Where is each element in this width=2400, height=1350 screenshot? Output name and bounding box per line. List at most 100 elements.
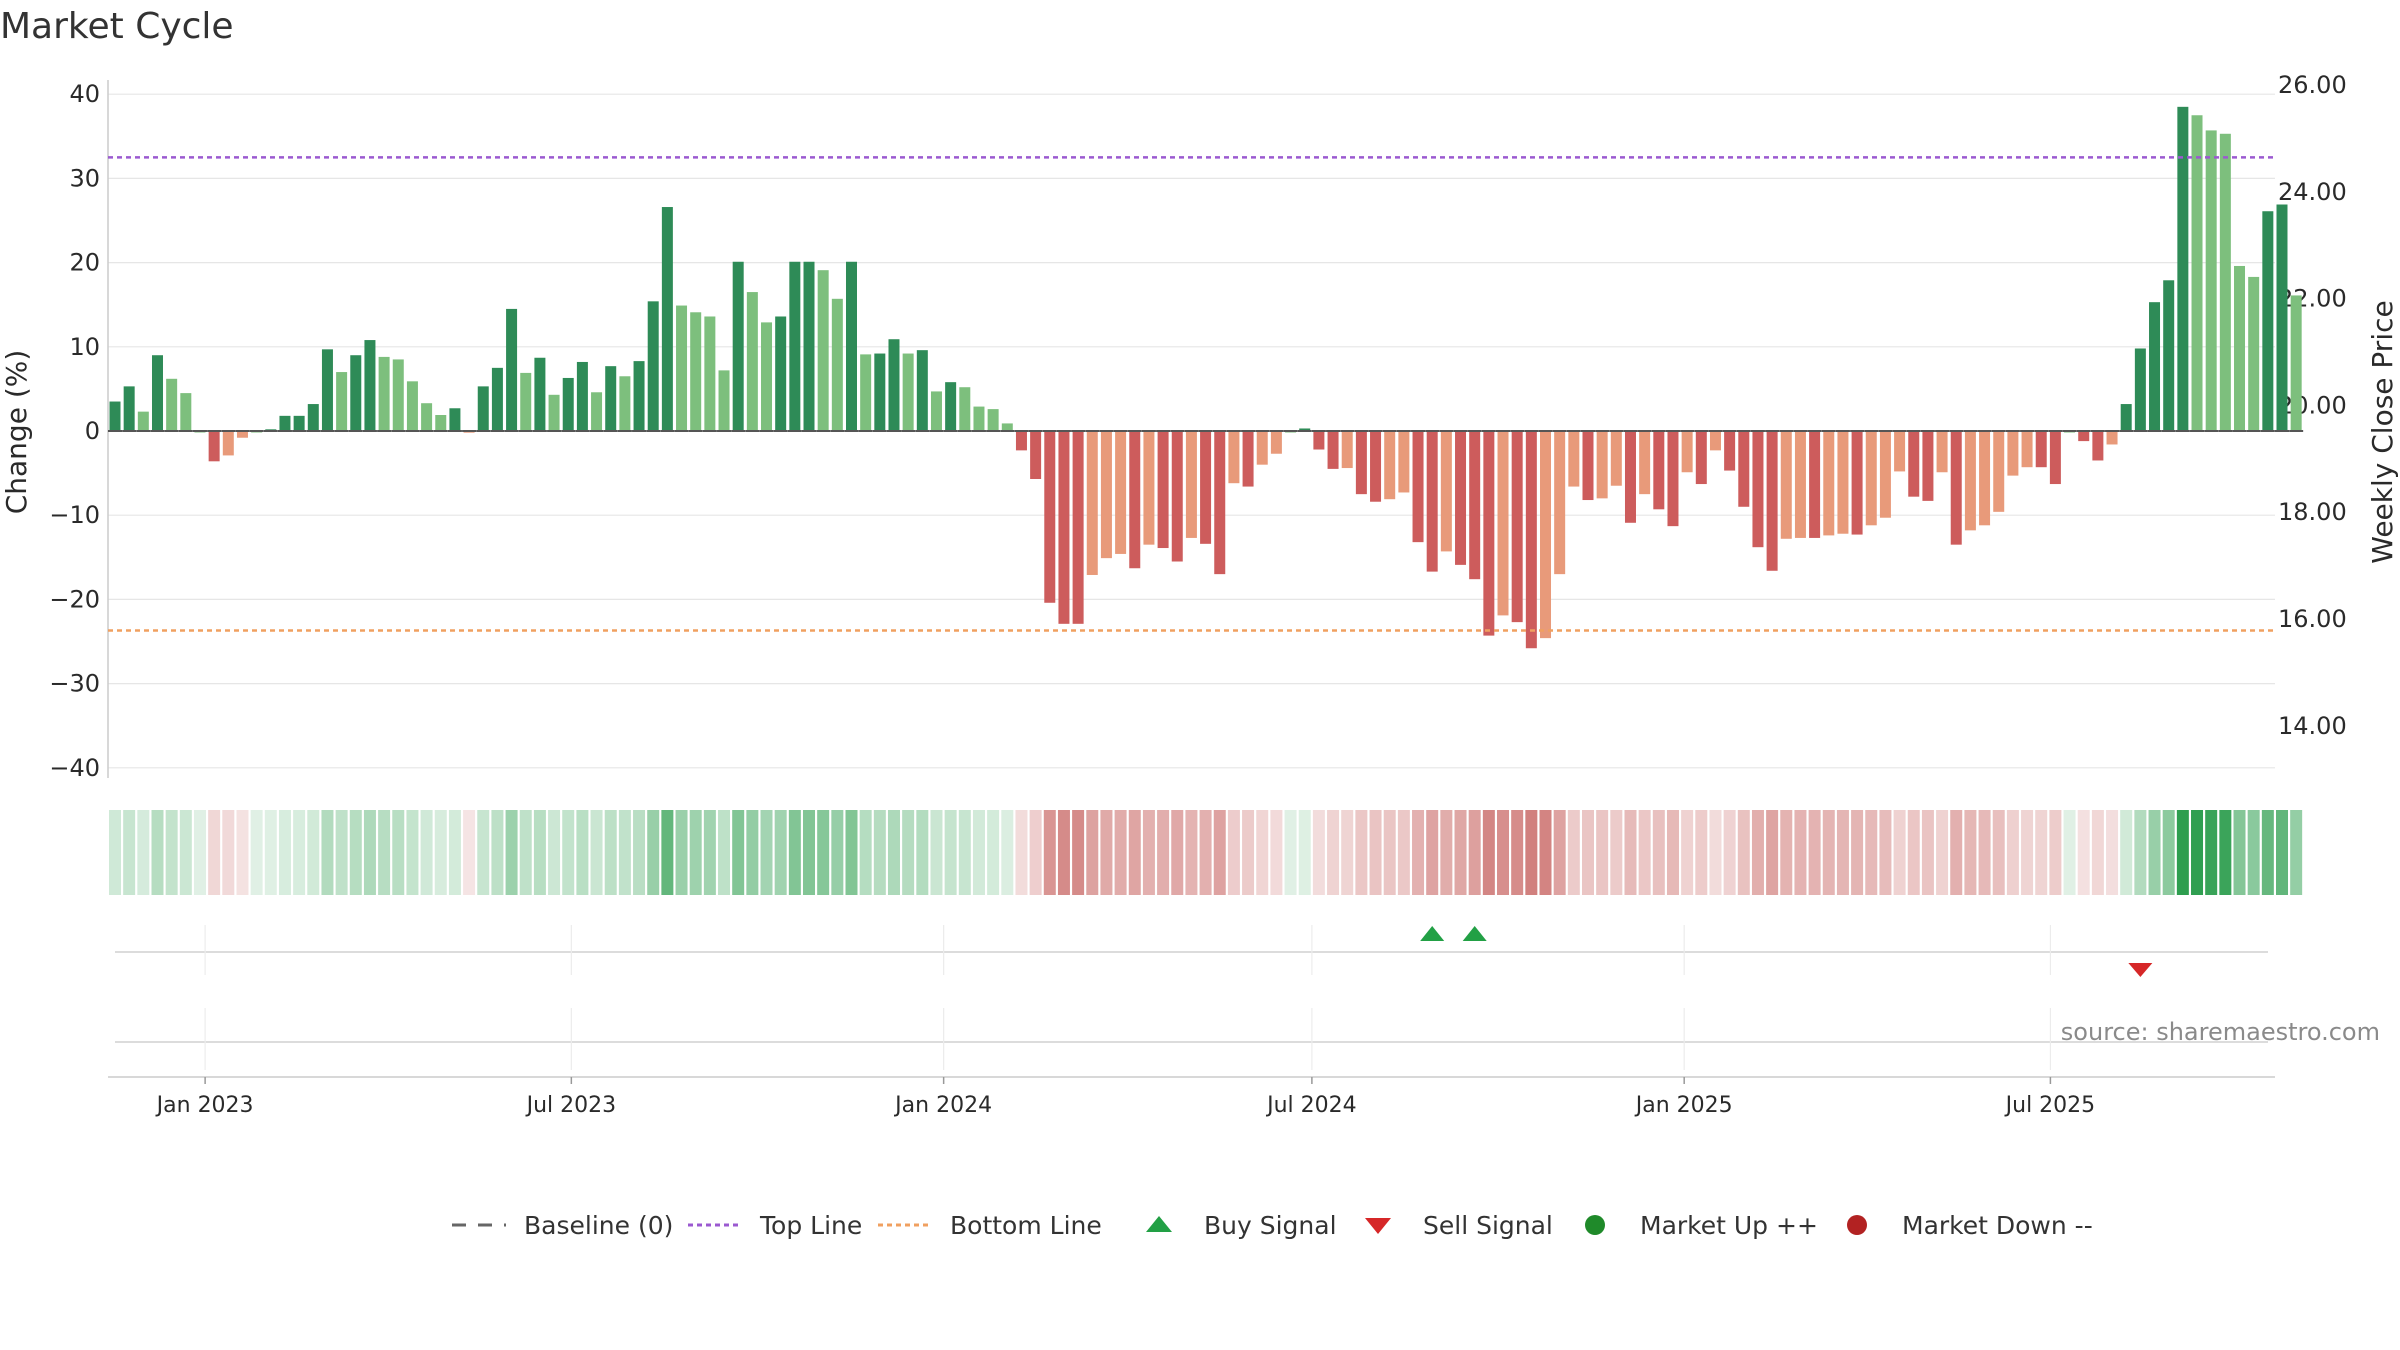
change-bar <box>704 316 716 431</box>
change-bar <box>1794 431 1806 538</box>
change-bar <box>2234 265 2246 431</box>
heat-cell <box>1157 810 1170 895</box>
left-y-tick-label: −30 <box>49 670 100 698</box>
x-axis-ticks: Jan 2023 Jul 2023 Jan 2024 Jul 2024 Jan 2025… <box>155 1077 2095 1118</box>
signal-panel <box>115 925 2268 977</box>
legend-item: Bottom Line <box>878 1211 1102 1240</box>
change-bar <box>874 353 886 431</box>
heat-cell <box>1468 810 1481 895</box>
change-bar <box>732 261 744 431</box>
heat-cell <box>2035 810 2048 895</box>
change-bar <box>1256 431 1268 465</box>
change-bar <box>2177 106 2189 431</box>
change-bar <box>831 298 843 431</box>
heat-cell <box>1171 810 1184 895</box>
heat-cell <box>1992 810 2005 895</box>
heat-cell <box>505 810 518 895</box>
heat-cell <box>1242 810 1255 895</box>
heat-cell <box>321 810 334 895</box>
heat-cell <box>1397 810 1410 895</box>
change-bar <box>930 391 942 431</box>
change-bar <box>1865 431 1877 526</box>
right-y-tick-label: 24.00 <box>2278 178 2347 206</box>
legend-swatch <box>1146 1216 1172 1232</box>
heat-cell <box>803 810 816 895</box>
change-bar <box>109 401 121 431</box>
x-tick-label: Jul 2023 <box>525 1093 617 1118</box>
right-y-tick-label: 22.00 <box>2278 285 2347 313</box>
heat-cell <box>477 810 490 895</box>
heat-cell <box>958 810 971 895</box>
change-bar <box>236 431 248 438</box>
heat-cell <box>1142 810 1155 895</box>
heat-cell <box>1383 810 1396 895</box>
heat-cell <box>1624 810 1637 895</box>
heat-cell <box>718 810 731 895</box>
heat-cell <box>2162 810 2175 895</box>
change-bar <box>1044 431 1056 603</box>
legend-label: Buy Signal <box>1204 1211 1337 1240</box>
change-bar <box>2007 431 2019 476</box>
heat-cell <box>774 810 787 895</box>
heat-cell <box>2148 810 2161 895</box>
heat-cell <box>1327 810 1340 895</box>
change-bar <box>1440 431 1452 552</box>
heat-cell <box>1100 810 1113 895</box>
heat-cell <box>1341 810 1354 895</box>
change-bar <box>789 261 801 431</box>
heat-cell <box>604 810 617 895</box>
change-bar <box>506 308 518 431</box>
heat-cell <box>2120 810 2133 895</box>
heat-cell <box>335 810 348 895</box>
change-bar <box>477 386 489 431</box>
right-y-tick-label: 14.00 <box>2278 712 2347 740</box>
heat-cell <box>420 810 433 895</box>
left-y-tick-label: 20 <box>69 249 100 277</box>
change-bar <box>661 207 673 431</box>
heat-cell <box>193 810 206 895</box>
change-bar <box>1412 431 1424 543</box>
heat-cell <box>2063 810 2076 895</box>
change-bar <box>647 301 659 431</box>
change-bar <box>2021 431 2033 468</box>
change-bar <box>605 366 617 431</box>
change-bars <box>109 106 2302 649</box>
change-bar <box>817 270 829 431</box>
change-bar <box>321 349 333 431</box>
heat-cell <box>1312 810 1325 895</box>
change-bar <box>1086 431 1098 575</box>
legend-item: Top Line <box>688 1211 862 1240</box>
change-bar <box>1200 431 1212 544</box>
heat-cell <box>1511 810 1524 895</box>
heat-cell <box>760 810 773 895</box>
change-bar <box>491 367 503 431</box>
change-bar <box>845 261 857 431</box>
heat-cell <box>1001 810 1014 895</box>
heat-cell <box>1256 810 1269 895</box>
heat-cell <box>1199 810 1212 895</box>
change-bar <box>916 350 928 431</box>
heat-cell <box>1666 810 1679 895</box>
heat-cell <box>1950 810 1963 895</box>
left-y-tick-label: 10 <box>69 333 100 361</box>
heat-cell <box>392 810 405 895</box>
change-bar <box>1426 431 1438 572</box>
heat-cell <box>1879 810 1892 895</box>
heat-cell <box>548 810 561 895</box>
heat-cell <box>2077 810 2090 895</box>
legend-swatch <box>1847 1215 1867 1235</box>
heat-cell <box>902 810 915 895</box>
heat-cell <box>1610 810 1623 895</box>
change-bar <box>392 359 404 431</box>
left-y-axis-title: Change (%) <box>0 350 33 515</box>
x-tick-label: Jan 2024 <box>893 1093 992 1118</box>
change-bar <box>1115 431 1127 554</box>
heat-cell <box>2091 810 2104 895</box>
heat-cell <box>1043 810 1056 895</box>
change-bar <box>449 408 461 431</box>
legend-label: Baseline (0) <box>524 1211 673 1240</box>
heat-cell <box>463 810 476 895</box>
heat-cell <box>363 810 376 895</box>
heat-cell <box>1822 810 1835 895</box>
heat-cell <box>1596 810 1609 895</box>
